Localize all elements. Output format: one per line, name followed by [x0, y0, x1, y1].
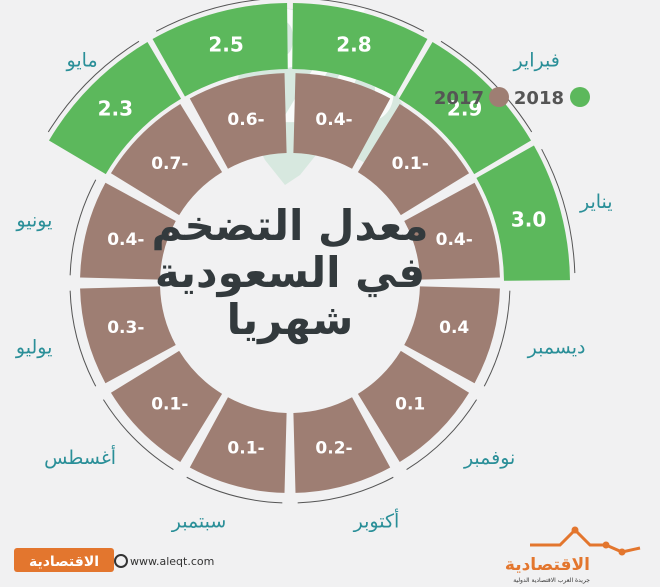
month-label: يونيو: [15, 209, 52, 231]
month-bracket: [103, 399, 174, 470]
bar-2017-bar: [404, 286, 500, 384]
footer: الاقتصادية جريدة العرب الاقتصادية الدولي…: [0, 526, 660, 587]
bar-2018-value-label: 2.9: [447, 97, 482, 121]
bar-2018-bar: [292, 3, 428, 97]
bar-2017-bar: [80, 286, 176, 384]
month-bracket: [483, 290, 511, 387]
bar-2017-value-label: 0.1: [395, 394, 425, 414]
bar-2017-value-label: 0.3-: [107, 318, 144, 338]
brand-logo-left: الاقتصادية: [29, 554, 99, 570]
month-bracket: [440, 40, 533, 133]
month-label: فبراير: [512, 50, 559, 72]
legend: 2018 2017: [434, 87, 590, 109]
chart-title-line-3: شهريا: [227, 295, 354, 345]
chart-title-line-1: معدل التضخم: [152, 201, 429, 250]
bar-2018-value-label: 2.8: [336, 33, 371, 57]
bar-2017-value-label: 0.1-: [392, 154, 429, 174]
month-bracket: [541, 148, 576, 274]
brand-logo-left-bg: [14, 548, 114, 572]
bar-2017-bar: [110, 103, 223, 216]
bar-2017-value-label: 0.7-: [151, 154, 188, 174]
brand-tagline: جريدة العرب الاقتصادية الدولية: [513, 577, 590, 584]
month-label: نوفمبر: [463, 447, 515, 469]
month-label: أغسطس: [44, 445, 116, 469]
bar-2017-bar: [357, 350, 470, 463]
month-label: سبتمبر: [171, 511, 227, 533]
month-label: يناير: [579, 191, 613, 213]
bar-2018-bar: [152, 3, 288, 97]
month-label: ديسمبر: [527, 337, 586, 359]
bar-2017-bar: [189, 73, 287, 169]
month-label: مايو: [66, 50, 98, 72]
bar-2018-value-label: 2.5: [208, 33, 243, 57]
bar-2017-value-label: 0.4-: [315, 110, 352, 130]
bar-2018-bar: [398, 41, 532, 175]
website-link[interactable]: www.aleqt.com: [130, 555, 214, 568]
bar-2017-value-label: 0.2-: [315, 438, 352, 458]
bar-2017-value-label: 0.4-: [436, 230, 473, 250]
legend-label-2017: 2017: [434, 88, 484, 109]
month-bracket: [318, 0, 425, 32]
legend-swatch-2018: [570, 87, 590, 107]
bar-2017-bar: [293, 397, 391, 493]
brand-logo-right: الاقتصادية: [505, 555, 590, 575]
bar-2017-bar: [80, 182, 176, 280]
month-bracket: [186, 476, 283, 504]
month-bracket: [47, 40, 140, 133]
bar-2018-value-label: 3.0: [511, 207, 546, 231]
bar-2017-value-label: 0.4: [439, 318, 469, 338]
month-bracket: [406, 399, 477, 470]
legend-swatch-2017: [489, 87, 509, 107]
chart-title-line-2: في السعودية: [155, 248, 425, 298]
bar-2017-bar: [189, 397, 287, 493]
month-label: يوليو: [15, 337, 52, 359]
trend-dot-icon: [571, 526, 579, 534]
bar-2018-bar: [48, 41, 182, 175]
month-label: أكتوبر: [353, 509, 400, 533]
bar-2017-value-label: 0.6-: [227, 110, 264, 130]
globe-icon: [114, 554, 128, 568]
trend-dot-icon: [618, 548, 626, 556]
legend-label-2018: 2018: [514, 88, 564, 109]
month-bracket: [69, 179, 97, 276]
month-labels: ينايرفبرايرمارسأبريلمايويونيويوليوأغسطسس…: [15, 0, 613, 533]
bar-2017-bar: [293, 73, 391, 169]
bar-2018-value-label: 2.3: [98, 97, 133, 121]
bar-2017-value-label: 0.1-: [227, 438, 264, 458]
month-bracket: [297, 476, 394, 504]
month-bracket: [155, 0, 262, 32]
bar-2017-bar: [357, 103, 470, 216]
bar-2018-bar: [476, 145, 570, 281]
bar-2017-bar: [110, 350, 223, 463]
month-bracket: [69, 290, 97, 387]
rings: 0.4- 0.1- 0.4- 0.6- 0.7- 0.4- 0.3- 0.1- 0.1- 0.2-…: [48, 3, 570, 493]
bar-2017-value-label: 0.1-: [151, 394, 188, 414]
bar-2017-value-label: 0.4-: [107, 230, 144, 250]
bar-2017-bar: [404, 182, 500, 280]
trend-dot-icon: [602, 541, 610, 549]
